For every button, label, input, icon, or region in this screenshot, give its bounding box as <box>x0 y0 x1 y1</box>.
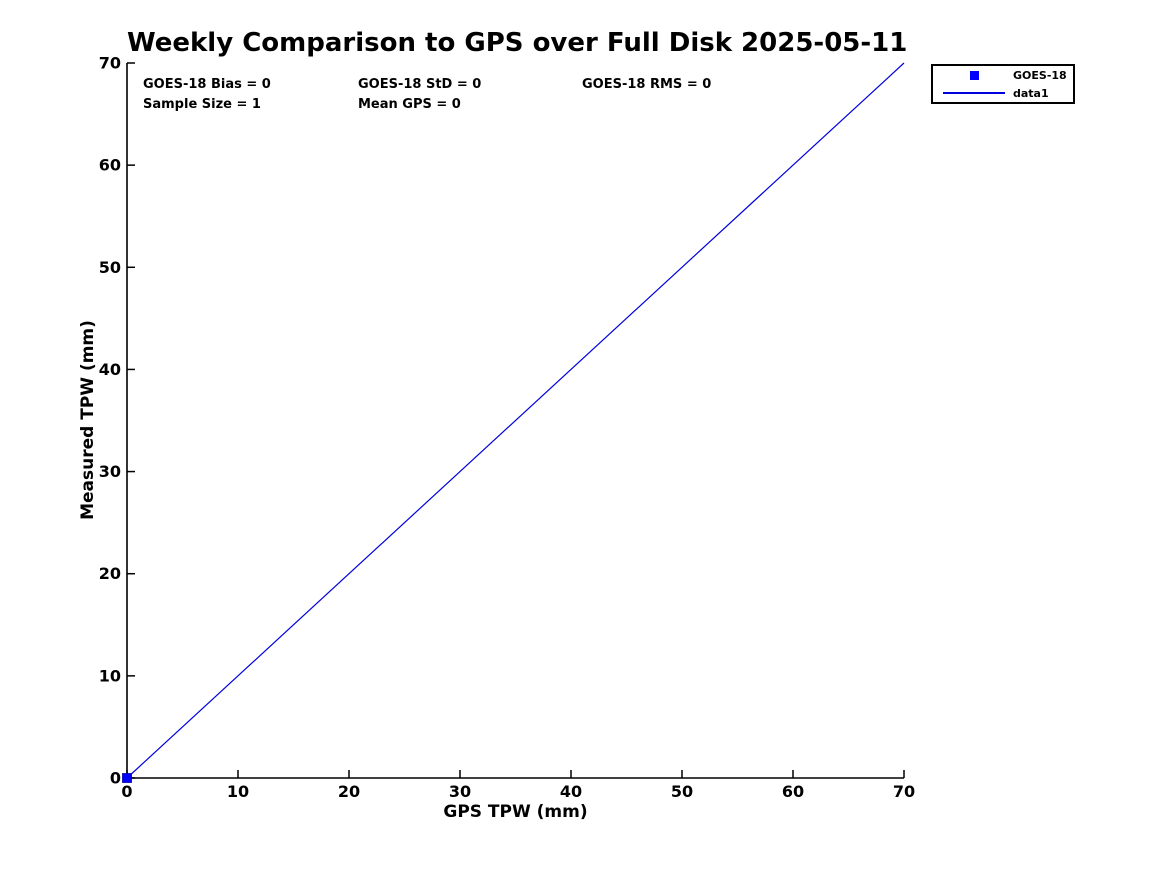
y-tick-label: 10 <box>99 666 121 685</box>
annotation-mean-gps: Mean GPS = 0 <box>358 97 461 112</box>
y-tick-label: 20 <box>99 564 121 583</box>
x-tick-label: 10 <box>227 782 249 801</box>
x-axis-label: GPS TPW (mm) <box>443 802 588 822</box>
annotation-std: GOES-18 StD = 0 <box>358 77 482 92</box>
legend-line-icon <box>943 92 1005 94</box>
y-axis-label: Measured TPW (mm) <box>78 320 98 520</box>
legend-entry-data1: data1 <box>933 84 1073 102</box>
y-tick-label: 40 <box>99 360 121 379</box>
x-tick-label: 70 <box>893 782 915 801</box>
legend-entry-goes18: GOES-18 <box>933 66 1073 84</box>
x-tick-label: 0 <box>121 782 132 801</box>
annotation-sample-size: Sample Size = 1 <box>143 97 261 112</box>
x-tick-label: 30 <box>449 782 471 801</box>
legend-swatch <box>943 87 1005 99</box>
y-tick-label: 30 <box>99 462 121 481</box>
series-line-data1 <box>126 62 905 779</box>
x-tick-label: 20 <box>338 782 360 801</box>
y-tick-label: 0 <box>110 769 121 788</box>
legend-swatch <box>943 69 1005 81</box>
chart-title: Weekly Comparison to GPS over Full Disk … <box>127 28 908 58</box>
x-tick-label: 60 <box>782 782 804 801</box>
x-tick-label: 50 <box>671 782 693 801</box>
legend-square-marker-icon <box>969 70 979 80</box>
legend: GOES-18 data1 <box>931 64 1075 104</box>
x-tick-label: 40 <box>560 782 582 801</box>
annotation-rms: GOES-18 RMS = 0 <box>582 77 712 92</box>
legend-label: GOES-18 <box>1013 68 1067 82</box>
y-tick-label: 50 <box>99 258 121 277</box>
y-tick-label: 70 <box>99 54 121 73</box>
y-tick-label: 60 <box>99 156 121 175</box>
legend-label: data1 <box>1013 86 1049 100</box>
annotation-bias: GOES-18 Bias = 0 <box>143 77 271 92</box>
